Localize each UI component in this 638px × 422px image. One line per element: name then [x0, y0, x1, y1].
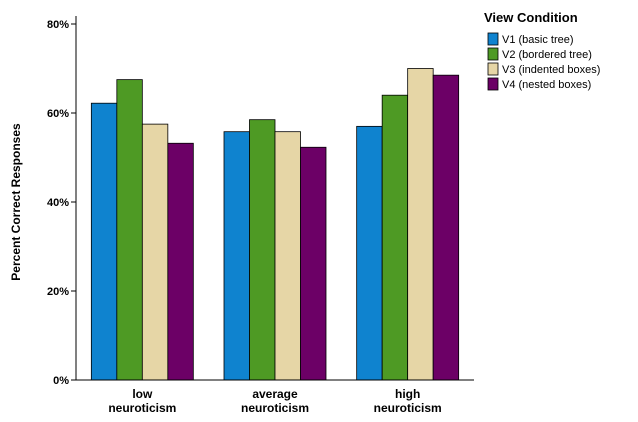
- bar: [90, 102, 118, 381]
- bars-group: [90, 68, 460, 381]
- x-category-label: low: [132, 387, 153, 401]
- bar: [381, 94, 409, 381]
- y-tick-label: 40%: [47, 197, 69, 209]
- legend-swatch: [487, 62, 499, 76]
- legend-label: V4 (nested boxes): [502, 79, 591, 91]
- bar: [274, 131, 301, 381]
- y-ticks-group: 0% 20% 40% 60% 80%: [47, 19, 76, 387]
- bar: [300, 146, 327, 381]
- bar: [167, 142, 194, 381]
- legend-title: View Condition: [484, 10, 578, 25]
- legend-swatch: [487, 47, 499, 61]
- x-category-labels: lowneuroticismaverageneuroticismhighneur…: [108, 387, 441, 415]
- legend-label: V1 (basic tree): [502, 34, 574, 46]
- x-category-label: neuroticism: [241, 401, 309, 415]
- y-axis-title: Percent Correct Responses: [9, 123, 23, 281]
- x-category-label: neuroticism: [374, 401, 442, 415]
- bar: [116, 79, 143, 381]
- legend: View Condition V1 (basic tree) V2 (border…: [484, 10, 600, 91]
- legend-swatch: [487, 77, 499, 91]
- legend-swatch: [487, 32, 499, 46]
- y-tick-label: 60%: [47, 108, 69, 120]
- legend-label: V2 (bordered tree): [502, 49, 592, 61]
- y-tick-label: 0%: [53, 375, 69, 387]
- bar: [141, 123, 169, 381]
- bar: [432, 74, 460, 381]
- bar: [249, 119, 276, 381]
- legend-label: V3 (indented boxes): [502, 64, 600, 76]
- bar: [223, 131, 250, 381]
- bar: [407, 68, 434, 381]
- x-category-label: neuroticism: [108, 401, 176, 415]
- x-category-label: average: [252, 387, 298, 401]
- y-tick-label: 80%: [47, 19, 69, 31]
- bar: [356, 125, 383, 381]
- y-tick-label: 20%: [47, 286, 69, 298]
- x-category-label: high: [395, 387, 420, 401]
